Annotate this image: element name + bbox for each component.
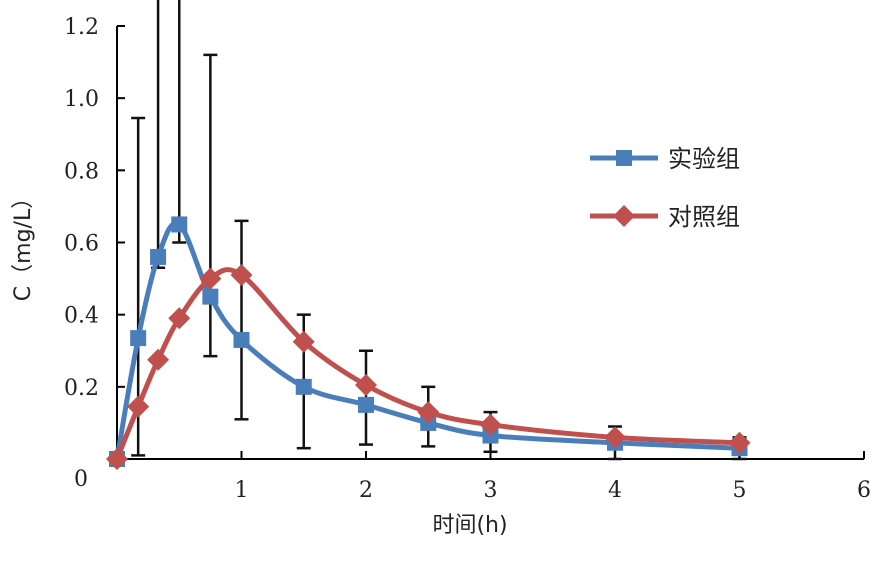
data-point-0 xyxy=(202,288,219,305)
x-tick-label: 3 xyxy=(484,478,498,503)
error-bars xyxy=(131,0,747,461)
legend-label-0: 实验组 xyxy=(668,145,740,173)
y-tick-label: 1.0 xyxy=(64,87,99,112)
data-point-1 xyxy=(168,307,191,330)
y-tick-label: 1.2 xyxy=(64,15,99,40)
data-point-1 xyxy=(199,267,222,290)
y-tick-label: 0.6 xyxy=(64,232,99,257)
data-point-0 xyxy=(150,248,167,265)
legend-label-1: 对照组 xyxy=(668,203,740,231)
x-tick-label: 5 xyxy=(733,478,747,503)
data-point-1 xyxy=(355,374,377,397)
data-point-0 xyxy=(295,378,312,395)
data-point-1 xyxy=(147,348,170,371)
legend-marker-0 xyxy=(616,150,632,166)
series-markers xyxy=(106,216,751,470)
y-tick-label: 0.8 xyxy=(64,159,99,184)
y-tick-label: 0 xyxy=(74,467,88,492)
data-point-1 xyxy=(604,426,626,449)
legend-marker-1 xyxy=(613,205,635,227)
x-tick-label: 6 xyxy=(857,478,871,503)
data-point-1 xyxy=(728,431,751,454)
data-point-1 xyxy=(230,263,253,286)
x-axis-title: 时间(h) xyxy=(432,513,507,538)
x-tick-label: 2 xyxy=(359,478,373,503)
data-point-0 xyxy=(233,331,250,348)
ticks: 0 0.2 0.4 0.6 0.8 1.0 1.2 1 2 3 4 5 6 xyxy=(64,15,871,503)
data-point-1 xyxy=(106,448,128,470)
y-axis-title: C（mg/L） xyxy=(11,187,36,301)
axes xyxy=(116,26,864,460)
data-point-0 xyxy=(171,216,188,233)
data-point-0 xyxy=(358,396,374,413)
data-point-1 xyxy=(292,330,315,353)
x-tick-label: 1 xyxy=(235,478,249,503)
y-tick-label: 0.4 xyxy=(64,304,99,329)
y-tick-label: 0.2 xyxy=(64,376,99,401)
data-point-0 xyxy=(130,330,147,347)
data-point-1 xyxy=(479,413,502,436)
series-line-0 xyxy=(114,220,740,460)
x-tick-label: 4 xyxy=(608,478,622,503)
data-point-1 xyxy=(417,401,440,424)
data-point-1 xyxy=(127,395,150,418)
